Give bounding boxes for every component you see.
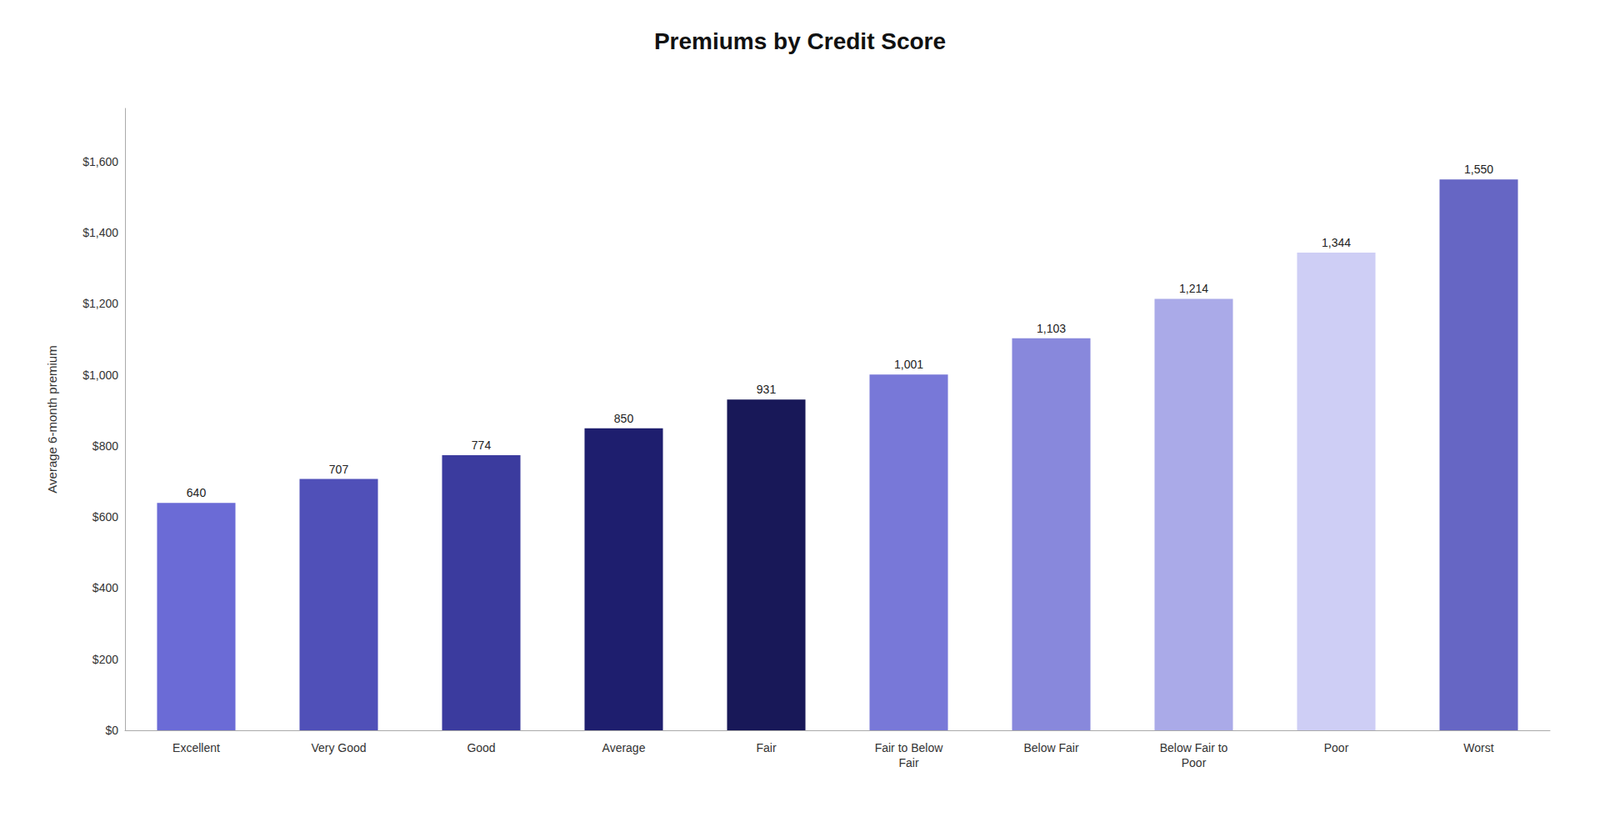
svg-text:707: 707 [329,462,350,476]
svg-text:$0: $0 [105,723,119,737]
svg-text:$600: $600 [92,510,119,524]
svg-text:774: 774 [471,438,492,452]
svg-text:$1,600: $1,600 [82,155,119,169]
svg-text:Below Fair to: Below Fair to [1160,740,1229,755]
svg-text:Fair to Below: Fair to Below [875,740,945,755]
svg-text:Very Good: Very Good [310,740,366,755]
svg-text:640: 640 [186,485,207,500]
svg-text:1,001: 1,001 [894,357,924,371]
svg-text:$200: $200 [92,652,119,666]
svg-text:Poor: Poor [1324,740,1350,755]
svg-text:1,344: 1,344 [1321,235,1351,250]
svg-text:1,103: 1,103 [1036,321,1066,335]
svg-text:$800: $800 [92,439,119,453]
svg-text:1,214: 1,214 [1179,281,1209,295]
svg-text:$1,400: $1,400 [82,225,119,240]
svg-text:$1,000: $1,000 [82,368,119,382]
svg-text:931: 931 [756,382,777,396]
svg-text:$400: $400 [92,580,119,595]
svg-text:1,550: 1,550 [1464,162,1494,176]
svg-text:Premiums by Credit Score: Premiums by Credit Score [654,28,946,55]
svg-text:$1,200: $1,200 [82,296,119,310]
svg-text:Excellent: Excellent [172,740,220,755]
svg-text:Good: Good [466,740,495,755]
svg-text:Average 6-month premium: Average 6-month premium [45,345,60,493]
svg-text:Fair: Fair [898,755,919,770]
svg-text:850: 850 [614,411,635,425]
svg-text:Worst: Worst [1463,740,1494,755]
svg-text:Poor: Poor [1181,755,1207,770]
svg-text:Fair: Fair [755,740,776,755]
svg-text:Average: Average [602,740,646,755]
svg-text:Below Fair: Below Fair [1023,740,1079,755]
